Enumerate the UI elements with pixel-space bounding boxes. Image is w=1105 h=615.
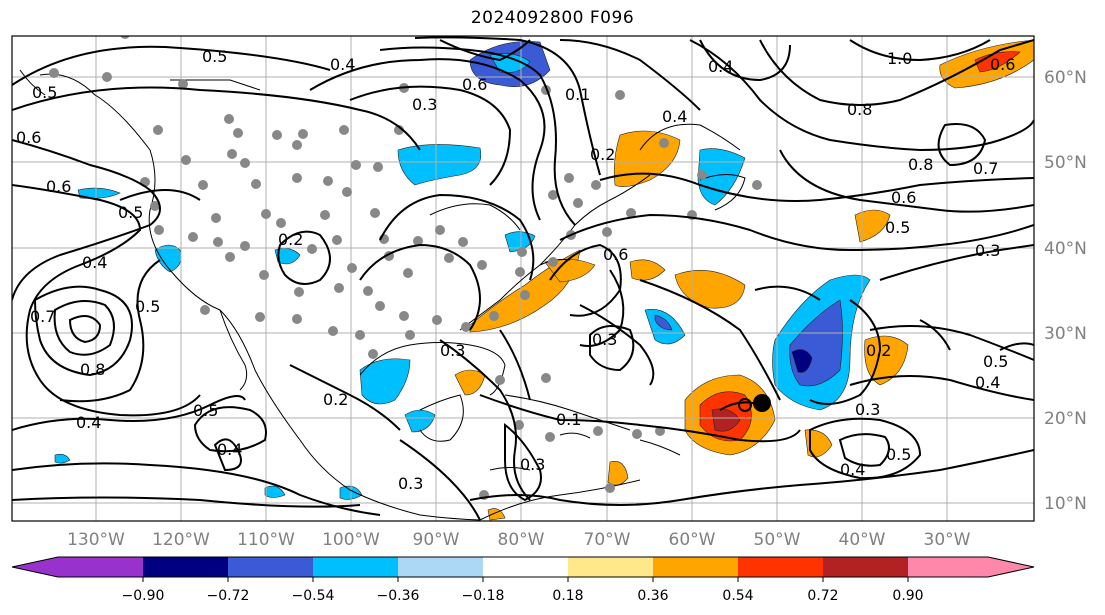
contour-lines <box>12 36 1034 521</box>
contour-label: 0.5 <box>135 297 160 316</box>
contour-label: 0.4 <box>708 57 733 76</box>
contour-label: 0.5 <box>118 203 143 222</box>
contour-label: 0.4 <box>82 253 107 272</box>
lon-tick-label: 120°W <box>152 530 210 550</box>
colorbar-segment <box>398 557 483 577</box>
lon-tick-label: 110°W <box>237 530 295 550</box>
colorbar-outline <box>11 556 1035 578</box>
colorbar-segment-high-extend <box>988 557 1034 577</box>
storm-center-marker <box>738 394 771 412</box>
contour-label: 0.1 <box>556 410 581 429</box>
plot-frame <box>11 35 1035 522</box>
lat-tick-label: 30°N <box>1044 324 1087 344</box>
lat-tick-label: 20°N <box>1044 409 1087 429</box>
contour-label: 0.3 <box>975 241 1000 260</box>
colorbar-segment <box>653 557 738 577</box>
colorbar-segment <box>738 557 823 577</box>
lon-tick-label: 100°W <box>322 530 380 550</box>
colorbar-tick-label: 0.72 <box>807 588 838 604</box>
contour-label-group: 0.5 0.4 0.6 0.3 0.2 0.1 0.4 1.0 0.8 0.8 … <box>16 47 1015 493</box>
contour-label: 0.3 <box>440 341 465 360</box>
colorbar-segment <box>568 557 653 577</box>
shade-blue-hudson <box>397 144 482 186</box>
colorbar-tick-label: −0.18 <box>462 588 505 604</box>
contour-label: 0.4 <box>330 55 355 74</box>
colorbar-tick-label: 0.90 <box>892 588 923 604</box>
contour-label: 0.2 <box>590 145 615 164</box>
colorbar-tick-label: −0.90 <box>122 588 165 604</box>
contour-label: 0.7 <box>973 159 998 178</box>
colorbar: −0.90 −0.72 −0.54 −0.36 −0.18 0.18 0.36 … <box>11 556 1035 604</box>
contour-label: 0.5 <box>193 401 218 420</box>
contour-label: 0.6 <box>891 188 916 207</box>
colorbar-segment <box>908 557 988 577</box>
contour-label: 0.8 <box>847 100 872 119</box>
colorbar-tick-label: −0.54 <box>292 588 335 604</box>
colorbar-tick-label: 0.54 <box>722 588 753 604</box>
lon-tick-label: 80°W <box>498 530 545 550</box>
latitude-axis: 60°N 50°N 40°N 30°N 20°N 10°N <box>1044 68 1087 514</box>
contour-label: 0.6 <box>603 245 628 264</box>
contour-label: 0.4 <box>840 460 865 479</box>
contour-label: 0.5 <box>32 83 57 102</box>
contour-label: 0.7 <box>30 307 55 326</box>
longitude-axis: 130°W 120°W 110°W 100°W 90°W 80°W 70°W 6… <box>67 530 971 550</box>
coastlines <box>19 69 746 521</box>
contour-label: 0.5 <box>886 445 911 464</box>
contour-label: 0.6 <box>46 177 71 196</box>
contour-label: 0.4 <box>217 440 242 459</box>
colorbar-segment <box>483 557 568 577</box>
map-plot-area: 0.5 0.4 0.6 0.3 0.2 0.1 0.4 1.0 0.8 0.8 … <box>12 36 1034 521</box>
colorbar-tick-label: −0.36 <box>377 588 420 604</box>
lon-tick-label: 40°W <box>839 530 886 550</box>
colorbar-segment <box>143 557 228 577</box>
contour-label: 0.6 <box>990 55 1015 74</box>
contour-label: 0.6 <box>16 128 41 147</box>
map-title: 2024092800 F096 <box>470 8 635 28</box>
contour-label: 0.5 <box>983 352 1008 371</box>
contour-label: 0.4 <box>76 413 101 432</box>
colorbar-segment-low-extend <box>12 557 58 577</box>
lon-tick-label: 130°W <box>67 530 125 550</box>
colorbar-segment <box>228 557 313 577</box>
lon-tick-label: 90°W <box>413 530 460 550</box>
contour-label: 0.3 <box>855 400 880 419</box>
contour-label: 0.3 <box>412 95 437 114</box>
lon-tick-label: 30°W <box>924 530 971 550</box>
lon-tick-label: 50°W <box>754 530 801 550</box>
contour-label: 1.0 <box>887 49 912 68</box>
colorbar-segment <box>823 557 908 577</box>
colorbar-segment <box>313 557 398 577</box>
contour-label: 0.3 <box>398 474 423 493</box>
lat-tick-label: 50°N <box>1044 153 1087 173</box>
lon-tick-label: 60°W <box>669 530 716 550</box>
contour-label: 0.3 <box>592 330 617 349</box>
contour-label: 0.4 <box>662 107 687 126</box>
colorbar-tick-label: −0.72 <box>207 588 250 604</box>
contour-label: 0.6 <box>462 75 487 94</box>
lat-tick-label: 60°N <box>1044 68 1087 88</box>
lat-tick-label: 40°N <box>1044 239 1087 259</box>
contour-label: 0.2 <box>323 390 348 409</box>
contour-label: 0.8 <box>908 155 933 174</box>
contour-label: 0.8 <box>80 360 105 379</box>
contour-label: 0.3 <box>520 455 545 474</box>
lon-tick-label: 70°W <box>584 530 631 550</box>
colorbar-tick-label: 0.36 <box>637 588 668 604</box>
contour-label: 0.5 <box>885 218 910 237</box>
contour-label: 0.2 <box>278 230 303 249</box>
contour-label: 0.2 <box>866 341 891 360</box>
colorbar-segment <box>58 557 143 577</box>
colorbar-tick-label: 0.18 <box>552 588 583 604</box>
contour-label: 0.4 <box>975 373 1000 392</box>
lat-tick-label: 10°N <box>1044 494 1087 514</box>
contour-label: 0.1 <box>565 85 590 104</box>
contour-label: 0.5 <box>202 47 227 66</box>
